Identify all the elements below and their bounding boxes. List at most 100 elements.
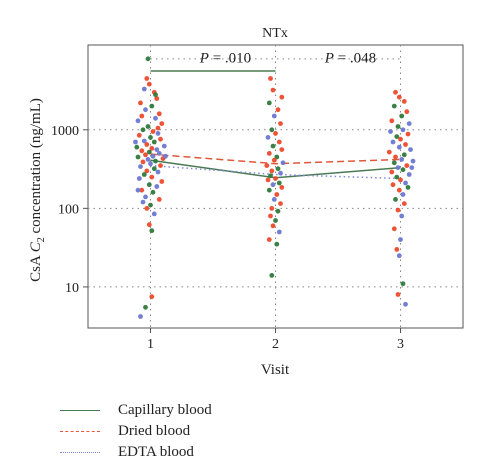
data-point [409, 165, 415, 171]
data-point [149, 103, 155, 109]
y-axis-label-prefix: CsA [28, 252, 44, 282]
data-point [390, 182, 396, 188]
grid-lines [88, 45, 463, 328]
data-point [399, 157, 405, 162]
data-point [271, 157, 277, 163]
data-point [389, 169, 395, 175]
data-point [400, 281, 406, 287]
data-point [143, 152, 148, 158]
data-point [265, 177, 271, 183]
data-point [153, 92, 158, 98]
data-point [141, 172, 147, 177]
data-point [404, 109, 410, 115]
data-point [403, 142, 408, 147]
axes: 1 2 3 10 100 1000 [51, 124, 404, 352]
data-point [156, 197, 162, 202]
data-point [134, 144, 140, 150]
data-point [279, 185, 285, 190]
data-point [159, 121, 165, 126]
legend-item-dried-blood: Dried blood [60, 421, 190, 441]
data-point [276, 139, 282, 145]
legend-label: Dried blood [118, 422, 191, 439]
data-point [141, 138, 147, 144]
data-point [136, 132, 142, 138]
data-point [386, 149, 392, 155]
data-point [280, 160, 286, 166]
data-point [138, 314, 143, 319]
data-point [405, 185, 411, 190]
data-point [405, 131, 411, 137]
data-point [278, 201, 283, 207]
data-point [401, 201, 407, 207]
data-points [133, 56, 416, 319]
data-point [156, 111, 162, 117]
data-point [270, 223, 276, 229]
series-line [150, 164, 401, 180]
data-point [265, 135, 271, 140]
data-point [401, 152, 407, 158]
data-point [149, 228, 155, 234]
data-point [269, 168, 275, 174]
data-point [403, 180, 408, 186]
data-point [148, 202, 153, 208]
data-point [269, 206, 275, 211]
data-point [148, 161, 153, 167]
data-point [264, 163, 270, 169]
data-point [400, 127, 406, 133]
y-axis-label: CsA C2 concentration (ng/mL) [28, 98, 47, 282]
data-point [153, 158, 158, 164]
data-point [151, 211, 157, 217]
data-point [139, 148, 145, 154]
legend-swatch-edta-blood [60, 451, 100, 453]
y-tick-label: 100 [58, 202, 79, 217]
series-line [150, 153, 401, 165]
data-point [154, 184, 160, 189]
data-point [269, 127, 275, 133]
data-point [268, 76, 273, 81]
data-point [279, 94, 285, 100]
data-point [268, 213, 273, 219]
data-point [274, 241, 280, 247]
data-point [150, 129, 156, 134]
x-axis-label: Visit [261, 362, 290, 378]
data-point [145, 56, 151, 62]
data-point [133, 139, 138, 145]
p-value-symbol: P [324, 50, 334, 66]
data-point [270, 182, 276, 188]
data-point [399, 213, 405, 219]
x-tick-label: 3 [397, 337, 404, 352]
data-point [149, 174, 155, 180]
data-point [149, 294, 155, 300]
legend-item-capillary-blood: Capillary blood [60, 400, 212, 420]
data-point [135, 118, 141, 124]
data-point [139, 113, 145, 119]
data-point [400, 167, 406, 173]
data-point [389, 118, 395, 124]
data-point [273, 131, 278, 136]
legend-item-edta-blood: EDTA blood [60, 442, 194, 462]
legend-swatch-capillary-blood [60, 409, 100, 411]
y-tick-label: 10 [65, 281, 79, 296]
data-point [271, 197, 277, 202]
data-point [149, 146, 155, 151]
data-point [156, 151, 162, 156]
data-point [145, 157, 151, 162]
data-point [395, 124, 401, 129]
data-point [144, 76, 150, 81]
data-point [140, 159, 146, 165]
data-point [153, 115, 158, 121]
data-point [158, 163, 163, 169]
y-axis-label-suffix: concentration (ng/mL) [28, 98, 44, 237]
data-point [274, 192, 280, 197]
data-point [399, 113, 405, 119]
data-point [151, 166, 157, 172]
y-axis-label-c: C [28, 241, 44, 252]
data-point [141, 86, 147, 92]
data-point [394, 174, 400, 180]
data-point [135, 154, 141, 160]
data-point [144, 168, 150, 174]
data-point [138, 164, 143, 170]
legend-label: EDTA blood [118, 443, 194, 460]
annotations: P = .010 P = .048 [150, 50, 376, 72]
